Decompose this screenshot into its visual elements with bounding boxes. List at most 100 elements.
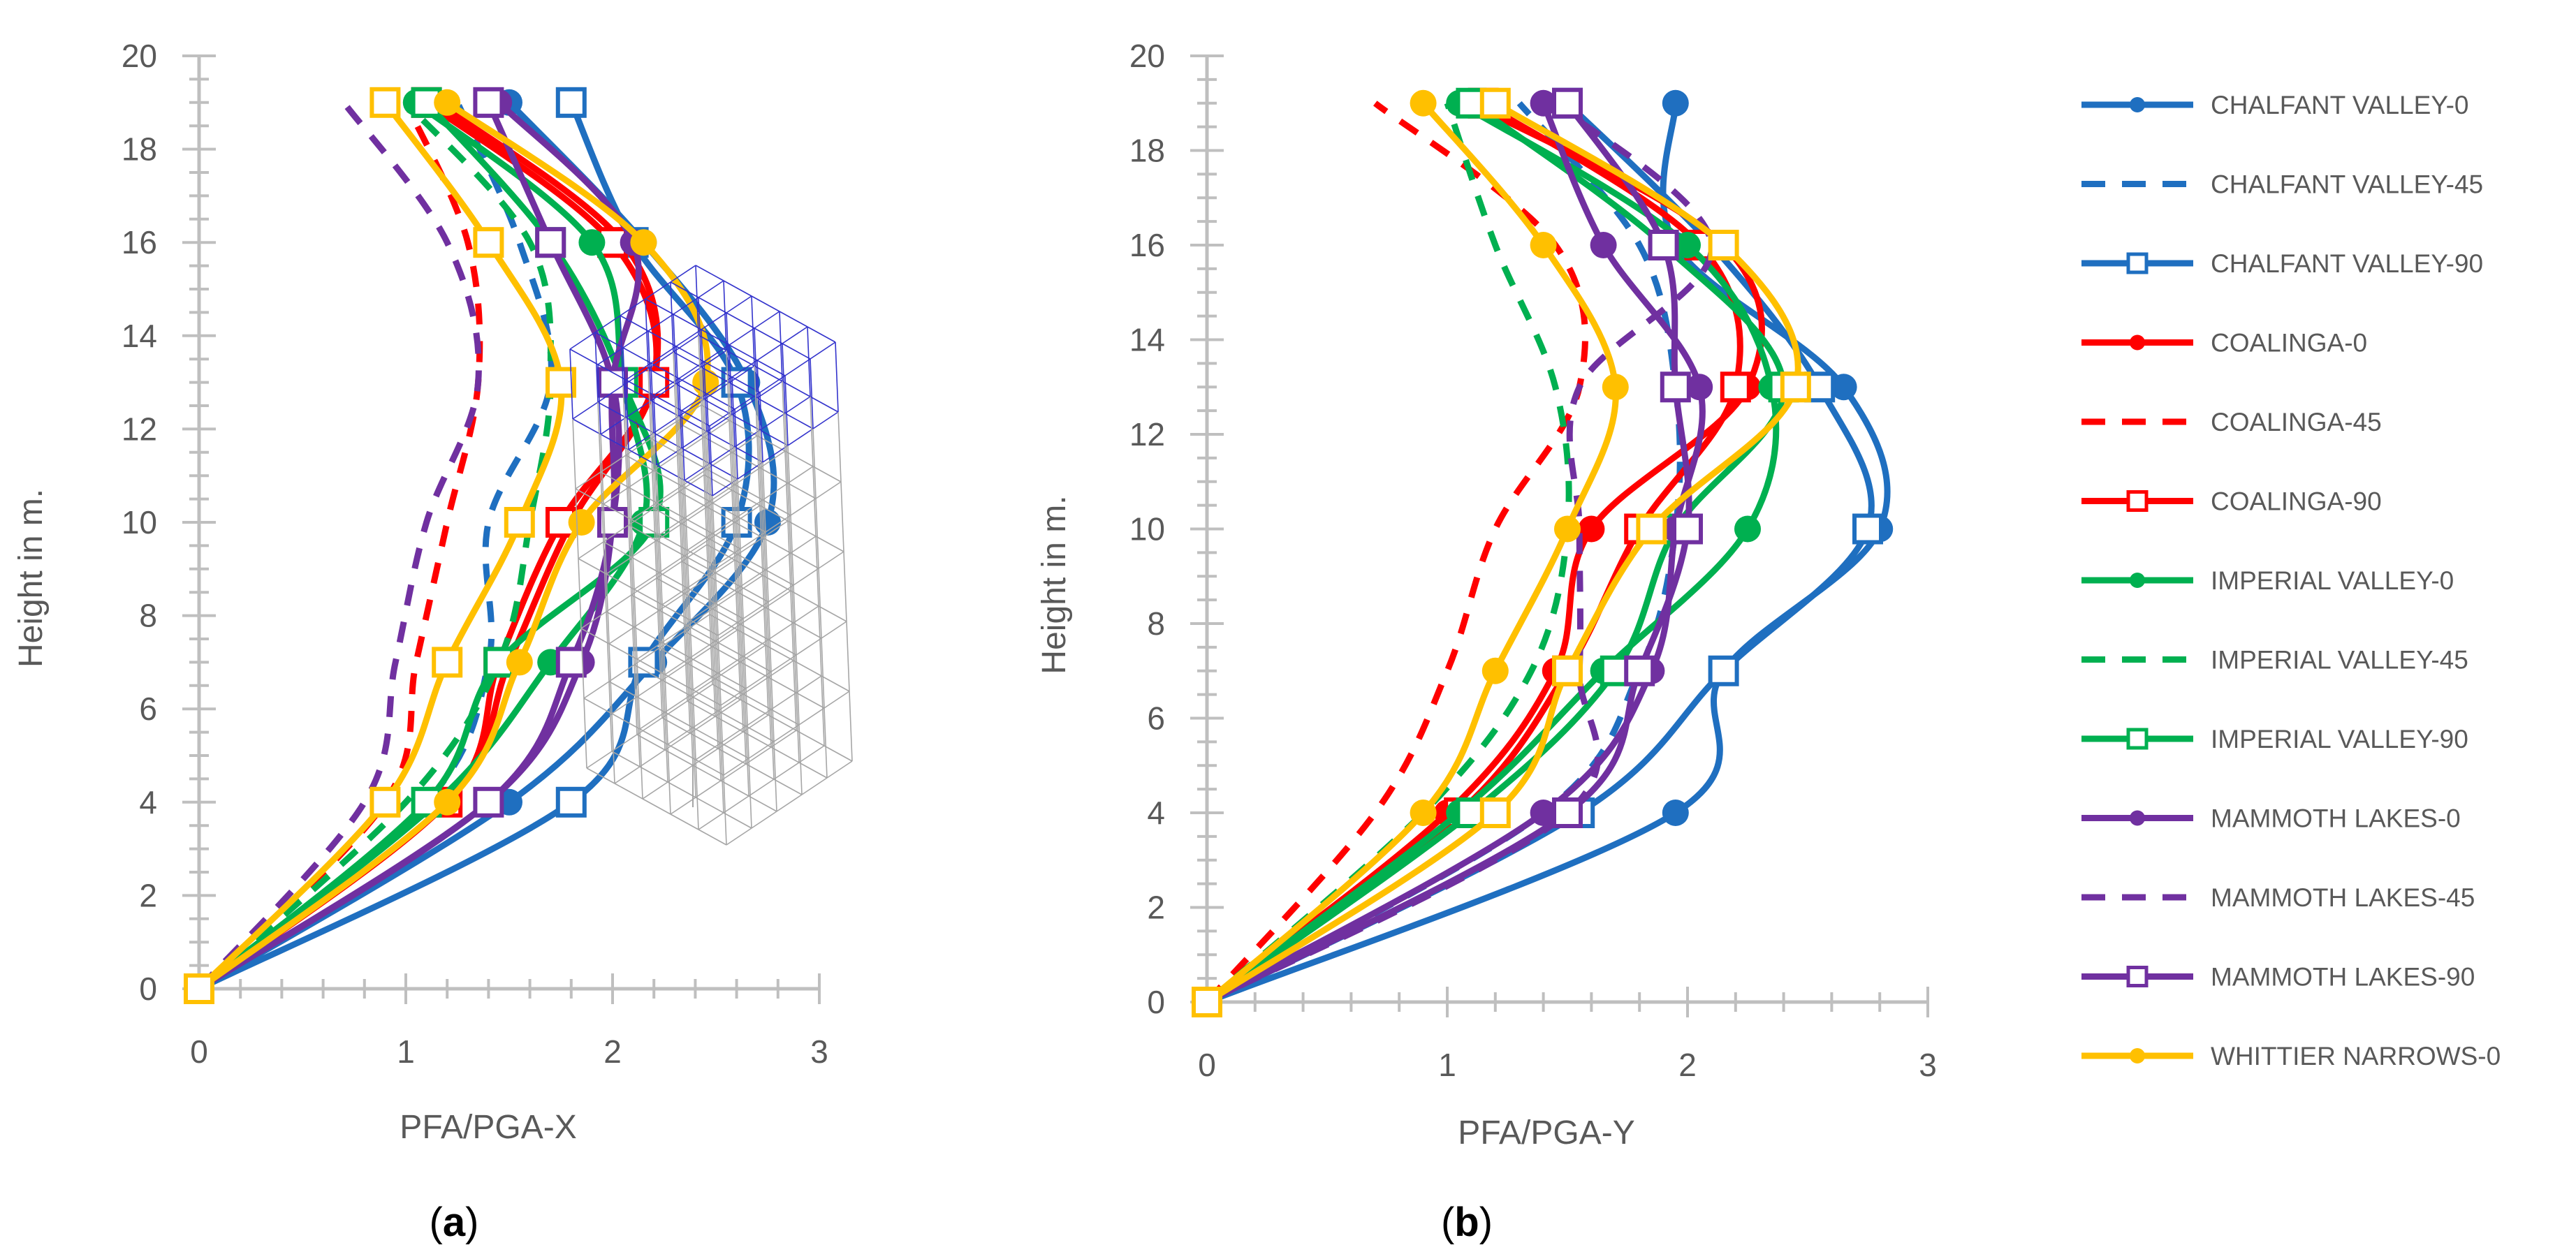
frame-member bbox=[782, 343, 811, 360]
frame-member bbox=[787, 520, 791, 591]
frame-member bbox=[667, 744, 696, 760]
frame-member bbox=[575, 471, 601, 489]
frame-member bbox=[625, 417, 654, 434]
series-point bbox=[434, 89, 461, 116]
series-point bbox=[597, 367, 628, 398]
frame-member bbox=[628, 487, 657, 503]
x-tick-label: 2 bbox=[603, 1033, 622, 1070]
frame-member bbox=[756, 381, 783, 399]
y-tick-label: 8 bbox=[139, 598, 157, 634]
frame-member bbox=[620, 298, 646, 316]
legend-marker bbox=[2126, 966, 2149, 987]
frame-member bbox=[622, 330, 649, 348]
frame-member bbox=[787, 428, 814, 446]
frame-member bbox=[650, 400, 680, 417]
frame-member bbox=[812, 428, 817, 499]
frame-member bbox=[759, 429, 763, 501]
frame-member bbox=[742, 693, 772, 710]
frame-member bbox=[729, 344, 758, 361]
frame-member bbox=[698, 829, 727, 846]
frame-member bbox=[597, 402, 627, 418]
frame-member bbox=[734, 484, 763, 501]
frame-member bbox=[740, 607, 766, 625]
frame-member bbox=[742, 677, 769, 695]
frame-member bbox=[729, 344, 733, 415]
frame-member bbox=[815, 536, 819, 607]
frame-member bbox=[603, 541, 632, 558]
frame-member bbox=[625, 438, 652, 456]
frame-member bbox=[770, 654, 797, 672]
frame-member bbox=[692, 689, 696, 760]
frame-member bbox=[821, 675, 825, 746]
frame-member bbox=[734, 522, 738, 593]
frame-member bbox=[726, 350, 730, 421]
frame-member bbox=[709, 425, 713, 496]
frame-member bbox=[740, 586, 744, 657]
legend-label: CHALFANT VALLEY-45 bbox=[2211, 170, 2483, 199]
frame-member bbox=[754, 327, 783, 344]
frame-member bbox=[703, 399, 733, 415]
y-tick-label: 6 bbox=[139, 691, 157, 727]
legend-marker bbox=[2130, 334, 2145, 351]
frame-member bbox=[779, 311, 808, 327]
frame-member bbox=[667, 765, 694, 783]
legend-marker bbox=[2126, 252, 2149, 274]
frame-member bbox=[661, 604, 666, 675]
x-axis-title: PFA/PGA-X bbox=[400, 1109, 576, 1146]
frame-member bbox=[810, 358, 814, 429]
frame-member bbox=[608, 681, 638, 698]
legend-label: WHITTIER NARROWS-0 bbox=[2211, 1042, 2501, 1070]
series-point bbox=[1590, 232, 1617, 258]
frame-member bbox=[600, 471, 604, 543]
legend-item: COALINGA-45 bbox=[2081, 408, 2382, 436]
frame-member bbox=[580, 628, 585, 699]
frame-member bbox=[712, 646, 716, 717]
x-tick-label: 1 bbox=[397, 1033, 415, 1070]
frame-member bbox=[667, 781, 696, 798]
frame-member bbox=[737, 554, 766, 570]
frame-member bbox=[765, 552, 791, 570]
frame-member bbox=[698, 334, 702, 406]
frame-member bbox=[782, 343, 786, 414]
frame-member bbox=[717, 710, 722, 781]
frame-member bbox=[745, 726, 749, 797]
series-chalfant-valley-0 bbox=[1194, 89, 1894, 1015]
frame-member bbox=[765, 590, 791, 608]
series-point bbox=[432, 647, 463, 678]
legend-item: CHALFANT VALLEY-0 bbox=[2081, 91, 2469, 119]
series-point bbox=[369, 87, 401, 118]
series-line bbox=[1205, 101, 1683, 1005]
frame-member bbox=[740, 624, 769, 640]
frame-member bbox=[673, 314, 702, 330]
frame-member bbox=[684, 631, 688, 702]
legend-item: CHALFANT VALLEY-45 bbox=[2081, 170, 2483, 199]
frame-member bbox=[824, 745, 853, 762]
legend-item: MAMMOTH LAKES-90 bbox=[2081, 963, 2475, 992]
series-point bbox=[578, 229, 606, 256]
series-point bbox=[1648, 230, 1679, 260]
frame-member bbox=[656, 540, 685, 557]
frame-member bbox=[737, 537, 763, 555]
frame-member bbox=[622, 385, 627, 456]
frame-member bbox=[656, 577, 660, 649]
frame-member bbox=[656, 523, 682, 541]
frame-member bbox=[759, 413, 786, 431]
y-axis-title: Height in m. bbox=[13, 489, 50, 668]
series-chalfant-valley-45 bbox=[197, 101, 555, 992]
frame-member bbox=[731, 376, 736, 448]
frame-member bbox=[815, 536, 844, 552]
y-tick-label: 14 bbox=[1129, 322, 1165, 358]
series-point bbox=[555, 786, 587, 818]
series-point bbox=[1410, 89, 1437, 117]
series-coalinga-0 bbox=[1194, 89, 1765, 1015]
frame-member bbox=[689, 695, 719, 712]
frame-member bbox=[695, 797, 724, 813]
frame-member bbox=[659, 593, 685, 611]
frame-member bbox=[790, 590, 819, 607]
series-point bbox=[555, 87, 587, 118]
frame-member bbox=[684, 480, 688, 551]
frame-member bbox=[678, 399, 705, 417]
series-point bbox=[506, 649, 533, 676]
frame-member bbox=[715, 624, 741, 642]
frame-member bbox=[695, 265, 724, 281]
